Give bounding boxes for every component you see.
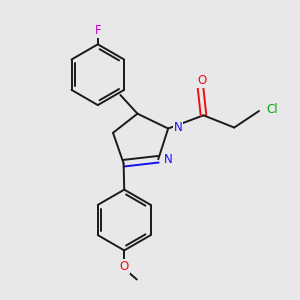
Text: O: O [197,74,206,87]
Text: F: F [94,24,101,37]
Text: O: O [120,260,129,273]
Text: N: N [174,121,182,134]
Text: Cl: Cl [266,103,278,116]
Text: N: N [164,153,172,167]
